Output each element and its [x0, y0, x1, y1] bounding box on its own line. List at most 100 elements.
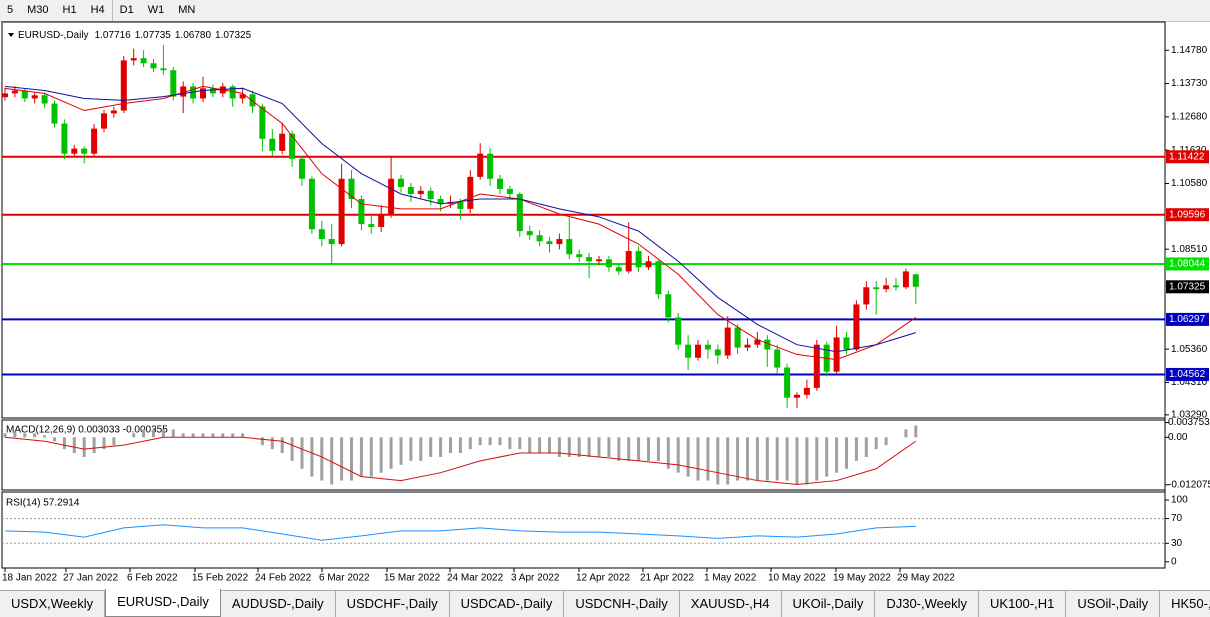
- candle-body: [695, 344, 701, 358]
- macd-bar: [112, 437, 116, 446]
- macd-bar: [171, 429, 175, 438]
- macd-bar: [290, 437, 294, 461]
- candle-body: [328, 239, 335, 245]
- candle-body: [61, 123, 68, 154]
- candle-body: [645, 261, 652, 268]
- macd-bar: [508, 437, 512, 450]
- chart-tab[interactable]: AUDUSD-,Daily: [221, 591, 336, 617]
- candle-body: [863, 287, 870, 305]
- candle-body: [51, 103, 58, 124]
- timeframe-button[interactable]: M30: [27, 4, 49, 16]
- macd-plot: [3, 425, 918, 485]
- x-tick-label: 3 Apr 2022: [511, 573, 560, 584]
- macd-bar: [211, 433, 215, 438]
- timeframe-button[interactable]: H1: [62, 4, 77, 16]
- x-tick-label: 15 Feb 2022: [192, 573, 249, 584]
- macd-bar: [696, 437, 700, 481]
- macd-bar: [270, 437, 274, 450]
- macd-bar: [478, 437, 482, 446]
- chart-tab[interactable]: USOil-,Daily: [1066, 591, 1161, 617]
- chart-tab[interactable]: USDCHF-,Daily: [336, 591, 450, 617]
- candle-body: [556, 239, 563, 245]
- chart-tab[interactable]: DJ30-,Weekly: [875, 591, 980, 617]
- macd-bar: [152, 429, 155, 438]
- candle-body: [477, 153, 484, 177]
- chart-tab[interactable]: EURUSD-,Daily: [105, 589, 221, 617]
- candle-body: [843, 337, 850, 350]
- y-tick-label: 1.10580: [1171, 178, 1208, 189]
- macd-bar: [815, 437, 819, 481]
- candle-body: [813, 344, 820, 388]
- timeframe-button[interactable]: 5: [7, 4, 14, 16]
- macd-bar: [845, 437, 848, 469]
- macd-bar: [13, 431, 17, 438]
- chart-tab[interactable]: USDX,Weekly: [0, 591, 106, 617]
- price-label: 1.08044: [1169, 259, 1206, 270]
- rsi-label: RSI(14) 57.2914: [6, 498, 80, 509]
- y-tick-label: 1.03290: [1171, 409, 1208, 420]
- macd-bar: [488, 437, 492, 446]
- macd-bar: [666, 437, 670, 469]
- candle-body: [209, 88, 216, 94]
- candle-body: [714, 349, 721, 356]
- macd-bar: [884, 437, 888, 446]
- timeframe-button[interactable]: H4: [90, 4, 105, 16]
- candle-body: [615, 267, 622, 272]
- candle-body: [81, 148, 88, 154]
- x-tick-label: 12 Apr 2022: [576, 573, 630, 584]
- price-label-box: [1166, 367, 1209, 381]
- chart-tab[interactable]: UKOil-,Daily: [782, 591, 876, 617]
- macd-bar: [369, 437, 373, 477]
- candle-body: [338, 178, 345, 245]
- macd-bar: [557, 437, 561, 457]
- macd-bar: [864, 437, 868, 457]
- price-label: 1.09596: [1169, 209, 1206, 220]
- macd-bar: [142, 429, 146, 438]
- candle-body: [239, 94, 246, 99]
- macd-bar: [300, 437, 304, 469]
- candle-body: [873, 287, 880, 290]
- macd-bar: [43, 435, 47, 438]
- timeframe-button[interactable]: D1: [111, 0, 141, 21]
- macd-bar: [379, 437, 383, 473]
- macd-bar: [221, 433, 225, 438]
- y-tick-label: 1.12680: [1171, 112, 1208, 123]
- y-tick-label: 0.003753: [1168, 417, 1210, 428]
- candle-body: [41, 95, 48, 104]
- timeframe-button[interactable]: W1: [147, 4, 165, 16]
- x-tick-label: 21 Apr 2022: [640, 573, 694, 584]
- macd-bar: [647, 437, 650, 461]
- macd-bar: [726, 437, 730, 485]
- candle-body: [91, 128, 98, 154]
- y-tick-label: 30: [1171, 538, 1183, 549]
- candle-body: [140, 58, 147, 64]
- candle-body: [734, 327, 741, 348]
- macd-bar: [686, 437, 690, 477]
- macd-bar: [587, 437, 591, 457]
- candle-body: [348, 178, 355, 200]
- y-tick-label: 1.05360: [1171, 344, 1208, 355]
- macd-bar: [231, 433, 235, 438]
- candle-body: [893, 285, 899, 288]
- macd-bar: [72, 437, 76, 454]
- macd-bar: [439, 437, 443, 457]
- chart-tab[interactable]: HK50-,H1: [1160, 591, 1210, 617]
- macd-bar: [23, 433, 27, 438]
- candle-body: [388, 178, 395, 214]
- candle-body: [605, 259, 612, 268]
- macd-bar: [785, 437, 789, 481]
- macd-bar: [53, 437, 56, 442]
- chart-tab[interactable]: USDCAD-,Daily: [450, 591, 565, 617]
- macd-bar: [260, 437, 264, 446]
- chart-tab[interactable]: UK100-,H1: [979, 591, 1067, 617]
- candle-body: [912, 274, 919, 287]
- timeframe-button[interactable]: MN: [178, 4, 196, 16]
- chart-tab[interactable]: USDCNH-,Daily: [564, 591, 680, 617]
- macd-bar: [310, 437, 314, 477]
- macd-bar: [528, 437, 532, 454]
- macd-bar: [874, 437, 878, 450]
- chart-tab[interactable]: XAUUSD-,H4: [680, 591, 782, 617]
- candle-body: [437, 199, 444, 204]
- x-tick-label: 18 Jan 2022: [2, 573, 57, 584]
